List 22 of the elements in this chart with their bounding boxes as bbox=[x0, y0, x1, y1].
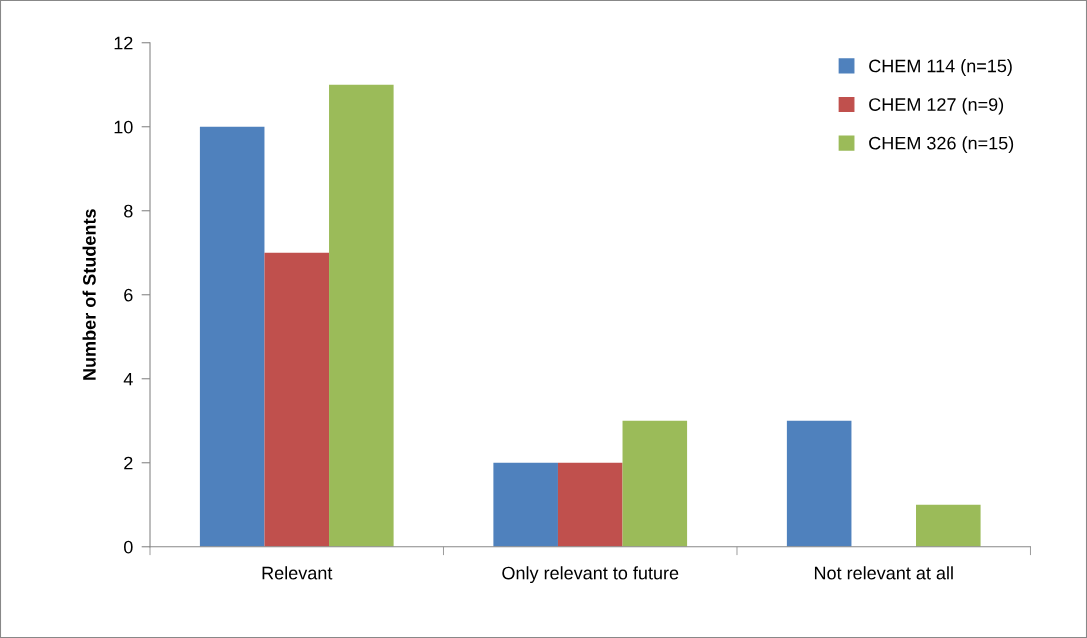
bar bbox=[557, 462, 623, 547]
x-tick-label: Only relevant to future bbox=[502, 566, 679, 584]
y-tick-label: 4 bbox=[123, 372, 133, 386]
x-tick-label: Relevant bbox=[262, 566, 333, 580]
y-tick-label: 8 bbox=[124, 204, 133, 218]
bar bbox=[329, 84, 394, 547]
bar bbox=[916, 504, 981, 547]
bar bbox=[786, 420, 852, 547]
legend-label: CHEM 326 (n=15) bbox=[869, 136, 1014, 154]
legend-label: CHEM 127 (n=9) bbox=[869, 97, 1004, 115]
bar bbox=[264, 252, 330, 547]
bar bbox=[493, 462, 558, 547]
x-tick-label: Not relevant at all bbox=[814, 566, 953, 580]
y-tick-label: 6 bbox=[124, 288, 133, 302]
legend-label: CHEM 114 (n=15) bbox=[869, 59, 1012, 76]
y-tick-label: 10 bbox=[114, 120, 133, 134]
bar bbox=[199, 126, 265, 547]
bar bbox=[622, 420, 688, 547]
y-axis-title: Number of Students bbox=[82, 209, 96, 380]
y-tick-label: 2 bbox=[124, 456, 133, 470]
y-tick-label: 12 bbox=[114, 36, 133, 50]
y-tick-label: 0 bbox=[124, 540, 133, 554]
